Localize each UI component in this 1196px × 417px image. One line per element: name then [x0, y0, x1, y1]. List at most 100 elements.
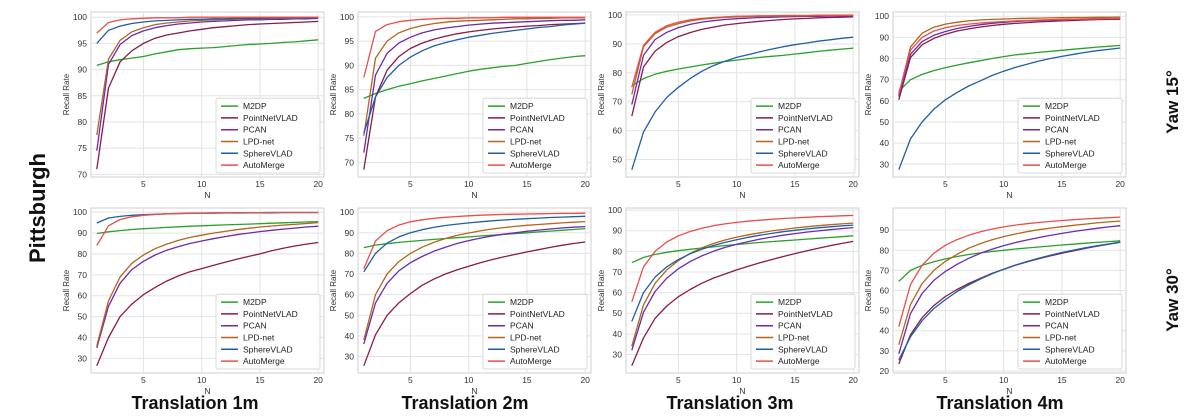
y-tick-label: 60	[880, 286, 890, 296]
y-tick-label: 95	[78, 38, 88, 48]
series-line-m2dp	[363, 227, 586, 249]
series-line-lpd-net	[631, 222, 854, 347]
x-tick-label: 15	[522, 375, 532, 385]
legend-label: M2DP	[243, 101, 267, 111]
x-tick-label: 20	[848, 375, 858, 385]
legend-box	[482, 97, 588, 174]
y-tick-label: 100	[340, 207, 354, 217]
series-line-pointnetvlad	[363, 241, 586, 367]
series-line-m2dp	[363, 55, 586, 99]
series-line-automerge	[363, 16, 586, 78]
y-axis-label: Recall Rate	[597, 73, 606, 115]
series-line-m2dp	[898, 240, 1121, 282]
y-axis-label: Recall Rate	[62, 73, 71, 115]
y-tick-label: 70	[78, 169, 88, 179]
y-tick-label: 90	[613, 39, 623, 49]
x-axis-label: N	[739, 386, 745, 396]
chart-panel-8: 20 30 40 50 60 70 80 90 5 10 15 20 N Recall Rate M2DP P…	[864, 207, 1127, 396]
y-tick-label: 50	[345, 310, 355, 320]
legend-label: SphereVLAD	[1045, 148, 1095, 158]
legend-label: LPD-net	[1045, 333, 1077, 343]
x-tick-label: 15	[255, 375, 265, 385]
y-tick-label: 60	[78, 291, 88, 301]
x-axis-label: N	[204, 386, 210, 396]
series-line-pointnetvlad	[96, 241, 319, 366]
x-tick-label: 20	[580, 375, 590, 385]
x-tick-label: 10	[732, 375, 742, 385]
x-axis-label: N	[471, 190, 477, 200]
series-line-spherevlad	[898, 241, 1121, 361]
legend-label: PCAN	[510, 321, 534, 331]
legend-box	[215, 293, 321, 370]
x-tick-label: 5	[676, 179, 681, 189]
legend-label: PointNetVLAD	[243, 113, 298, 123]
legend-label: PointNetVLAD	[778, 309, 833, 319]
x-tick-label: 5	[408, 375, 413, 385]
y-tick-label: 60	[613, 126, 623, 136]
legend-label: PCAN	[1045, 321, 1069, 331]
y-tick-label: 80	[613, 246, 623, 256]
y-tick-label: 100	[608, 10, 622, 20]
y-tick-label: 40	[880, 326, 890, 336]
x-tick-label: 10	[464, 375, 474, 385]
y-tick-label: 50	[78, 312, 88, 322]
y-tick-label: 100	[608, 205, 622, 215]
legend-label: PointNetVLAD	[778, 113, 833, 123]
legend-label: M2DP	[1045, 297, 1069, 307]
y-tick-label: 70	[613, 267, 623, 277]
y-axis-label: Recall Rate	[62, 269, 71, 311]
y-tick-label: 70	[880, 75, 890, 85]
legend-label: LPD-net	[243, 137, 275, 147]
series-line-m2dp	[631, 47, 854, 87]
x-tick-label: 10	[999, 375, 1009, 385]
series-line-automerge	[96, 16, 319, 34]
x-tick-label: 15	[790, 179, 800, 189]
series-line-spherevlad	[898, 47, 1121, 170]
legend-box	[482, 293, 588, 370]
y-tick-label: 80	[345, 109, 355, 119]
legend-box	[1017, 293, 1123, 370]
y-tick-label: 100	[73, 12, 87, 22]
chart-panel-7: 30 40 50 60 70 80 90 100 5 10 15 20 N Recall Rate M2DP…	[597, 205, 860, 396]
legend-label: AutoMerge	[778, 356, 820, 366]
y-tick-label: 80	[78, 249, 88, 259]
y-tick-label: 95	[345, 36, 355, 46]
x-tick-label: 10	[732, 179, 742, 189]
series-line-pointnetvlad	[898, 18, 1121, 100]
legend-label: SphereVLAD	[1045, 344, 1095, 354]
y-tick-label: 30	[613, 349, 623, 359]
x-axis-label: N	[1006, 190, 1012, 200]
series-line-pcan	[631, 226, 854, 351]
series-line-pcan	[363, 225, 586, 345]
y-tick-label: 70	[880, 265, 890, 275]
series-line-spherevlad	[631, 224, 854, 322]
series-line-pointnetvlad	[631, 16, 854, 117]
x-axis-label: N	[204, 190, 210, 200]
y-tick-label: 70	[345, 157, 355, 167]
y-tick-label: 90	[880, 32, 890, 42]
y-tick-label: 90	[880, 225, 890, 235]
legend-label: AutoMerge	[1045, 160, 1087, 170]
column-title-translation-2m: Translation 2m	[401, 393, 529, 413]
legend-label: M2DP	[510, 297, 534, 307]
column-title-translation-3m: Translation 3m	[666, 393, 794, 413]
series-line-pointnetvlad	[96, 20, 319, 170]
legend-label: SphereVLAD	[243, 344, 293, 354]
x-tick-label: 20	[580, 179, 590, 189]
y-tick-label: 30	[880, 159, 890, 169]
x-tick-label: 10	[197, 179, 207, 189]
legend-label: PCAN	[243, 125, 267, 135]
x-tick-label: 5	[943, 375, 948, 385]
series-line-spherevlad	[631, 36, 854, 170]
x-axis-label: N	[471, 386, 477, 396]
legend-label: PCAN	[510, 125, 534, 135]
y-tick-label: 100	[340, 12, 354, 22]
x-tick-label: 5	[141, 179, 146, 189]
series-line-automerge	[96, 211, 319, 246]
y-tick-label: 70	[613, 97, 623, 107]
y-tick-label: 50	[613, 155, 623, 165]
